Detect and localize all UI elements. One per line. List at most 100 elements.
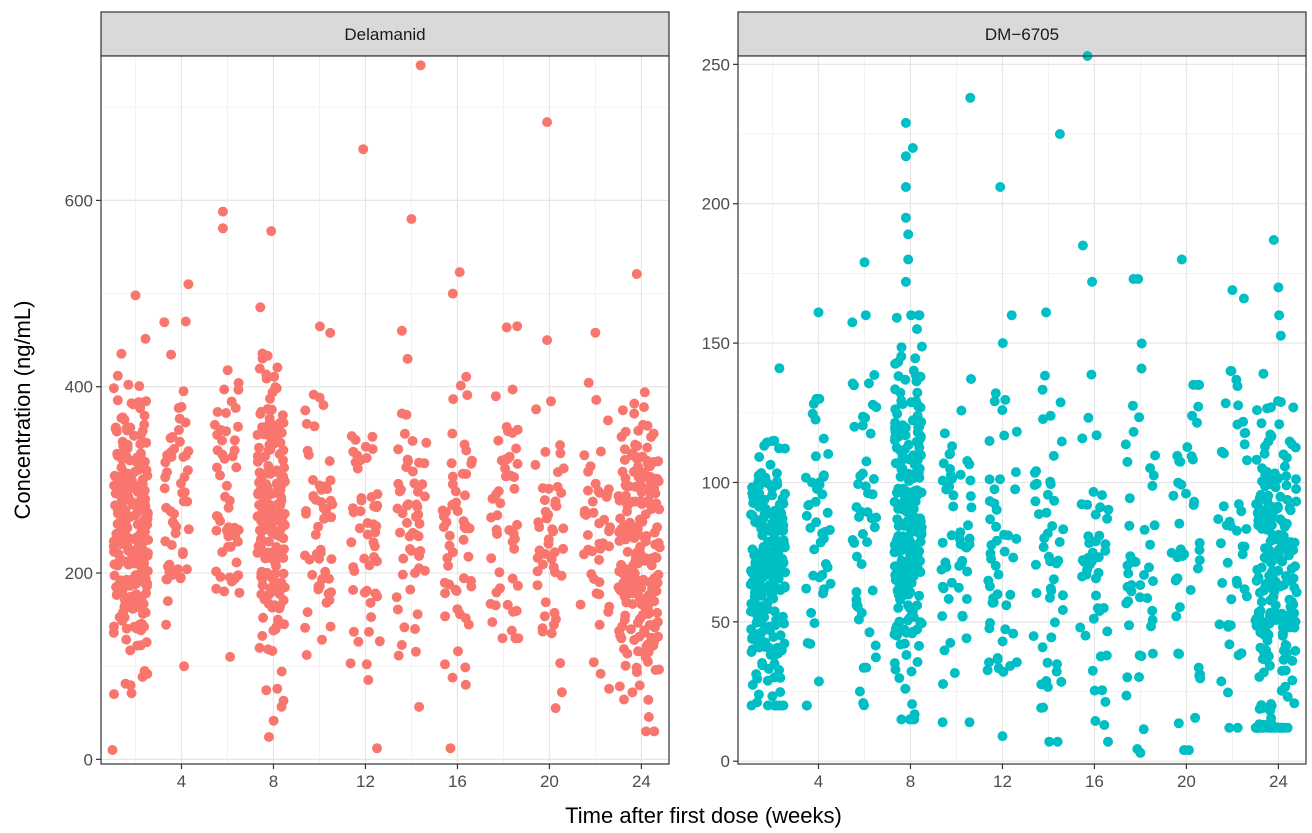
data-point bbox=[1097, 490, 1108, 501]
data-point bbox=[641, 726, 651, 737]
data-point bbox=[393, 650, 404, 661]
data-point bbox=[124, 455, 135, 466]
data-point bbox=[130, 602, 141, 613]
data-point bbox=[1006, 310, 1017, 321]
data-point bbox=[896, 714, 907, 725]
data-point bbox=[1142, 593, 1153, 604]
data-point bbox=[1045, 479, 1056, 490]
data-point bbox=[177, 549, 188, 560]
data-point bbox=[810, 451, 821, 462]
data-point bbox=[1251, 722, 1262, 733]
data-point bbox=[965, 491, 976, 502]
data-point bbox=[955, 527, 966, 538]
data-point bbox=[870, 652, 881, 663]
data-point bbox=[278, 445, 289, 456]
data-point bbox=[604, 524, 615, 535]
data-point bbox=[1214, 619, 1225, 630]
data-point bbox=[903, 515, 913, 526]
data-point bbox=[125, 680, 136, 691]
data-point bbox=[353, 636, 364, 647]
data-point bbox=[1080, 630, 1091, 641]
data-point bbox=[458, 573, 469, 584]
data-point bbox=[255, 536, 266, 547]
data-point bbox=[947, 441, 958, 452]
data-point bbox=[860, 310, 871, 321]
data-point bbox=[943, 594, 954, 604]
data-point bbox=[1266, 557, 1276, 568]
data-point bbox=[628, 581, 639, 592]
data-point bbox=[183, 446, 194, 457]
data-point bbox=[1239, 428, 1250, 439]
data-point bbox=[368, 519, 379, 530]
data-point bbox=[1217, 578, 1228, 588]
data-point bbox=[616, 431, 627, 442]
data-point bbox=[1077, 433, 1088, 444]
data-point bbox=[1048, 574, 1059, 585]
data-point bbox=[819, 584, 829, 595]
data-point bbox=[112, 395, 123, 406]
data-point bbox=[367, 444, 378, 455]
data-point bbox=[1090, 509, 1101, 520]
data-point bbox=[455, 609, 465, 620]
data-point bbox=[1277, 665, 1288, 676]
data-point bbox=[397, 508, 408, 519]
data-point bbox=[225, 651, 236, 662]
data-point bbox=[747, 679, 758, 690]
data-point bbox=[914, 546, 925, 557]
data-point bbox=[167, 517, 178, 528]
data-point bbox=[1099, 720, 1110, 730]
data-point bbox=[265, 440, 276, 451]
data-point bbox=[1258, 368, 1269, 379]
data-point bbox=[899, 624, 910, 635]
data-point bbox=[761, 545, 772, 556]
data-point bbox=[847, 378, 858, 389]
data-point bbox=[857, 529, 868, 539]
data-point bbox=[486, 553, 497, 564]
data-point bbox=[372, 743, 382, 754]
data-point bbox=[1096, 651, 1106, 662]
data-point bbox=[1087, 276, 1098, 287]
data-point bbox=[1239, 541, 1250, 552]
data-point bbox=[119, 594, 130, 605]
data-point bbox=[271, 621, 282, 632]
data-point bbox=[647, 583, 657, 594]
data-point bbox=[1103, 736, 1113, 747]
data-point bbox=[1008, 552, 1019, 563]
data-point bbox=[619, 444, 630, 455]
data-point bbox=[402, 517, 412, 528]
data-point bbox=[1224, 722, 1235, 733]
data-point bbox=[916, 450, 926, 461]
data-point bbox=[1267, 565, 1278, 576]
data-point bbox=[552, 481, 563, 492]
data-point bbox=[172, 564, 183, 575]
data-point bbox=[599, 514, 610, 525]
data-point bbox=[159, 317, 170, 328]
data-point bbox=[961, 633, 972, 644]
data-point bbox=[954, 560, 965, 571]
data-point bbox=[233, 421, 243, 432]
data-point bbox=[653, 631, 663, 642]
data-point bbox=[137, 426, 148, 437]
data-point bbox=[219, 586, 230, 597]
data-point bbox=[348, 585, 359, 595]
data-point bbox=[1083, 412, 1094, 423]
data-point bbox=[219, 384, 230, 395]
data-point bbox=[159, 483, 170, 494]
data-point bbox=[1231, 525, 1242, 536]
data-point bbox=[1044, 736, 1055, 747]
data-point bbox=[1288, 402, 1299, 413]
data-point bbox=[904, 714, 915, 725]
data-point bbox=[1122, 456, 1133, 467]
panel-border bbox=[737, 55, 1307, 765]
data-point bbox=[272, 683, 283, 694]
data-point bbox=[893, 568, 904, 579]
data-point bbox=[179, 661, 190, 672]
data-point bbox=[1174, 518, 1185, 529]
data-point bbox=[301, 418, 312, 429]
data-point bbox=[900, 491, 911, 502]
data-point bbox=[1174, 602, 1185, 613]
data-point bbox=[1278, 654, 1289, 665]
data-point bbox=[1056, 676, 1067, 687]
data-point bbox=[1281, 471, 1292, 482]
data-point bbox=[1270, 722, 1281, 733]
